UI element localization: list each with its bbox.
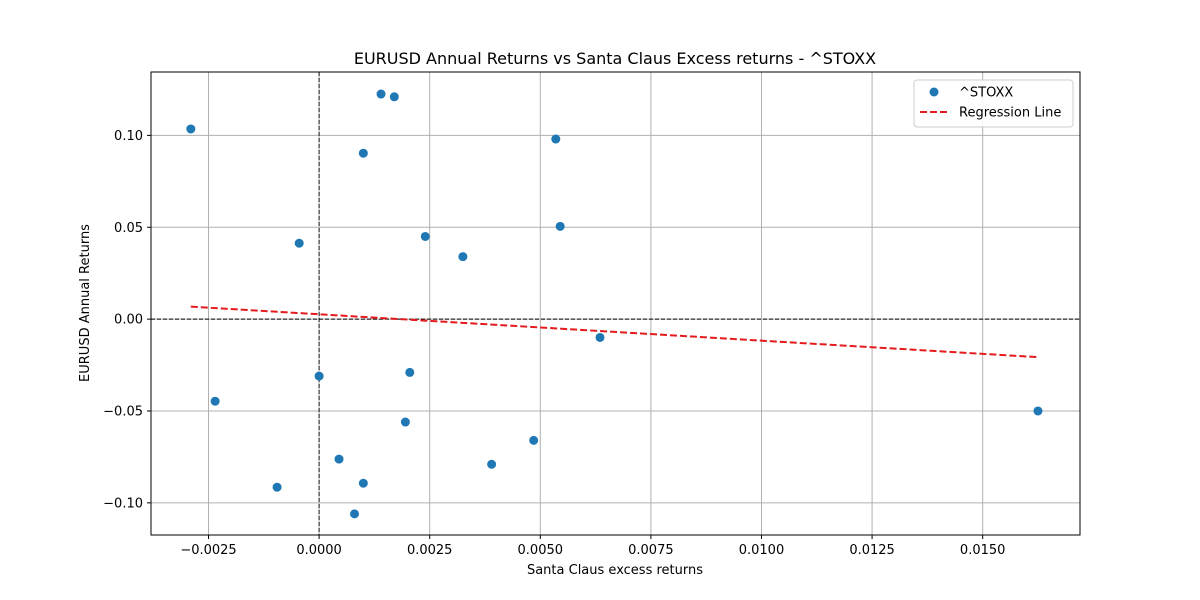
x-tick-label: 0.0150 (960, 543, 1006, 558)
legend-box (913, 79, 1074, 128)
data-point (376, 89, 386, 99)
legend-label-stoxx: ^STOXX (959, 86, 1013, 101)
legend-label-regression: Regression Line (959, 106, 1061, 121)
x-tick-label: 0.0100 (739, 543, 785, 558)
data-point (358, 478, 368, 488)
data-point (458, 252, 468, 262)
data-points (186, 89, 1043, 519)
y-axis-label: EURUSD Annual Returns (78, 224, 93, 382)
data-point (405, 367, 415, 377)
x-tick-label: 0.0125 (849, 543, 895, 558)
data-point (595, 332, 605, 342)
data-point (551, 134, 561, 144)
regression-layer (190, 305, 1039, 359)
chart-title: EURUSD Annual Returns vs Santa Claus Exc… (354, 49, 876, 68)
legend-marker-stoxx (929, 87, 939, 97)
data-point (210, 396, 220, 406)
data-point (420, 231, 430, 241)
data-point (1033, 406, 1043, 416)
y-tick-label: −0.10 (103, 496, 143, 511)
data-point (400, 417, 410, 427)
x-tick-label: 0.0050 (518, 543, 564, 558)
x-tick-label: 0.0025 (407, 543, 453, 558)
grid-lines (151, 72, 1080, 535)
x-tick-label: 0.0075 (628, 543, 674, 558)
data-point (389, 92, 399, 102)
x-tick-label: −0.0025 (180, 543, 236, 558)
y-tick-label: 0.10 (114, 129, 143, 144)
data-point (487, 459, 497, 469)
data-point (555, 221, 565, 231)
data-point (186, 124, 196, 134)
y-tick-label: 0.05 (114, 221, 143, 236)
data-point (314, 371, 324, 381)
data-point (358, 148, 368, 158)
x-tick-label: 0.0000 (296, 543, 342, 558)
data-point (334, 454, 344, 464)
data-point (272, 482, 282, 492)
reference-lines (151, 72, 1080, 535)
regression-line (190, 305, 1039, 359)
data-point (349, 509, 359, 519)
data-point (529, 435, 539, 445)
y-axis-ticks: −0.10 −0.05 0.00 0.05 0.10 (103, 129, 151, 511)
legend: ^STOXX Regression Line (913, 79, 1074, 128)
x-axis-ticks: −0.0025 0.0000 0.0025 0.0050 0.0075 0.0100 0.0… (180, 535, 1005, 558)
y-tick-label: −0.05 (103, 404, 143, 419)
x-axis-label: Santa Claus excess returns (527, 563, 703, 578)
plot-area-frame (150, 71, 1081, 536)
y-tick-label: 0.00 (114, 313, 143, 328)
data-point (294, 238, 304, 248)
